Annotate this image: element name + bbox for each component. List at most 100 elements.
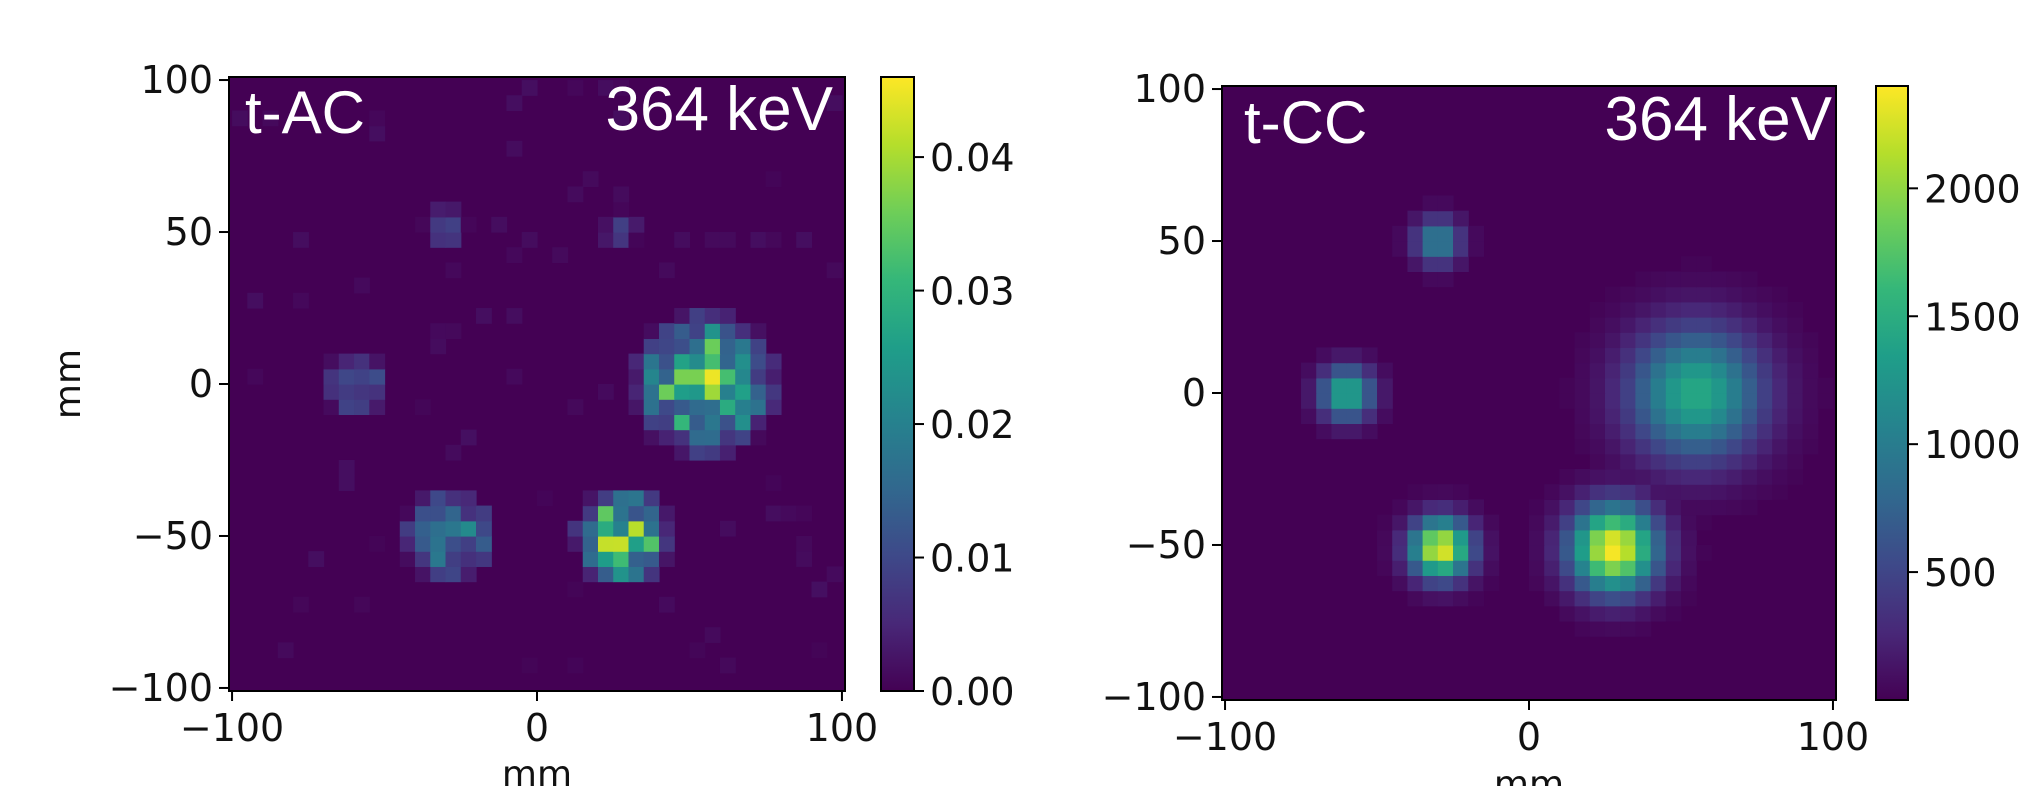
heatmap-cell xyxy=(1453,514,1469,531)
heatmap-cell xyxy=(613,232,630,248)
heatmap-cell xyxy=(1726,332,1743,349)
heatmap-cell xyxy=(323,353,340,370)
heatmap-cell xyxy=(1422,484,1439,500)
heatmap-cell xyxy=(445,535,462,552)
heatmap-cell xyxy=(460,551,477,567)
heatmap-cell xyxy=(1437,529,1454,546)
heatmap-cell xyxy=(643,399,660,415)
heatmap-cell xyxy=(1589,438,1606,455)
heatmap-cell xyxy=(445,520,462,537)
heatmap-cell xyxy=(1529,529,1545,546)
heatmap-cell xyxy=(1817,393,1834,409)
heatmap-cell xyxy=(1726,499,1743,516)
y-tick-label: 0 xyxy=(189,362,213,406)
heatmap-cell xyxy=(597,551,614,567)
heatmap-cell xyxy=(1650,408,1667,424)
heatmap-cell xyxy=(1422,575,1439,592)
heatmap-cell xyxy=(1772,377,1788,394)
heatmap-cell xyxy=(1741,453,1758,470)
heatmap-cell xyxy=(1635,620,1652,637)
heatmap-cell xyxy=(1741,484,1758,500)
colorbar xyxy=(1875,85,1909,701)
heatmap-cell xyxy=(1589,484,1606,500)
heatmap-cell xyxy=(1331,362,1348,379)
heatmap-cell xyxy=(430,490,447,507)
heatmap-cell xyxy=(567,399,584,415)
heatmap-cell xyxy=(689,338,706,355)
heatmap-cell xyxy=(1696,514,1712,531)
y-tick-label: 50 xyxy=(1158,219,1206,263)
heatmap-cell xyxy=(597,216,614,233)
heatmap-cell xyxy=(628,505,645,522)
heatmap-cell xyxy=(735,384,752,400)
heatmap-cell xyxy=(1453,590,1469,607)
x-tick-label: 100 xyxy=(1797,715,1870,759)
heatmap-cell xyxy=(796,505,813,522)
heatmap-cell xyxy=(826,262,843,279)
heatmap-cell xyxy=(1711,484,1728,500)
heatmap-cell xyxy=(704,353,721,370)
heatmap-cell xyxy=(1665,438,1682,455)
heatmap-cell xyxy=(1696,301,1712,318)
x-tick-label: 100 xyxy=(806,706,879,750)
heatmap-cell xyxy=(1377,393,1393,409)
colorbar xyxy=(880,76,915,692)
heatmap-cell xyxy=(1331,408,1348,424)
heatmap-cell xyxy=(1650,423,1667,440)
heatmap-cell xyxy=(1529,575,1545,592)
heatmap-cell xyxy=(1316,408,1333,424)
heatmap-cell xyxy=(643,368,660,385)
heatmap-cell xyxy=(643,490,660,507)
heatmap-cell xyxy=(1680,408,1697,424)
heatmap-cell xyxy=(1453,225,1469,242)
heatmap-cell xyxy=(1604,453,1621,470)
heatmap-cell xyxy=(1589,408,1606,424)
heatmap-cell xyxy=(1802,362,1819,379)
heatmap-cell xyxy=(643,429,660,446)
heatmap-cell xyxy=(1665,271,1682,288)
heatmap-cell xyxy=(1437,256,1454,273)
heatmap-cell xyxy=(1772,286,1788,303)
heatmap-cell xyxy=(1787,347,1804,364)
heatmap-cell xyxy=(1665,575,1682,592)
heatmap-cell xyxy=(1422,210,1439,227)
heatmap-cell xyxy=(674,308,691,324)
heatmap-cell xyxy=(1711,286,1728,303)
panel-label: t-CC xyxy=(1244,89,1367,156)
heatmap-cell xyxy=(1589,575,1606,592)
heatmap-cell xyxy=(445,490,462,507)
heatmap-cell xyxy=(1620,301,1636,318)
heatmap-cell xyxy=(399,505,416,522)
heatmap-cell xyxy=(1680,317,1697,333)
heatmap-cell xyxy=(1665,468,1682,485)
heatmap-cell xyxy=(1726,362,1743,379)
heatmap-cell xyxy=(1453,256,1469,273)
heatmap-cell xyxy=(765,171,782,188)
heatmap-cell xyxy=(628,535,645,552)
heatmap-cell xyxy=(1817,377,1834,394)
heatmap-cell xyxy=(323,368,340,385)
heatmap-cell xyxy=(1331,347,1348,364)
heatmap-cell xyxy=(1680,514,1697,531)
heatmap-cell xyxy=(1407,590,1424,607)
heatmap-cell xyxy=(369,384,386,400)
heatmap-cell xyxy=(1392,514,1409,531)
heatmap-cell xyxy=(1635,514,1652,531)
heatmap-cell xyxy=(354,277,370,294)
heatmap-cell xyxy=(1422,560,1439,576)
heatmap-cell xyxy=(338,368,355,385)
heatmap-cell xyxy=(765,399,782,415)
heatmap-cell xyxy=(674,444,691,461)
heatmap-cell xyxy=(1680,362,1697,379)
heatmap-cell xyxy=(1711,468,1728,485)
heatmap-cell xyxy=(1756,453,1773,470)
heatmap-cell xyxy=(1331,393,1348,409)
heatmap-cell xyxy=(582,551,599,567)
heatmap-cell xyxy=(1711,347,1728,364)
heatmap-cell xyxy=(1680,590,1697,607)
heatmap-cell xyxy=(1741,423,1758,440)
heatmap-cell xyxy=(1604,544,1621,561)
heatmap-cell xyxy=(1756,484,1773,500)
heatmap-cell xyxy=(1741,332,1758,349)
heatmap-cell xyxy=(1453,560,1469,576)
